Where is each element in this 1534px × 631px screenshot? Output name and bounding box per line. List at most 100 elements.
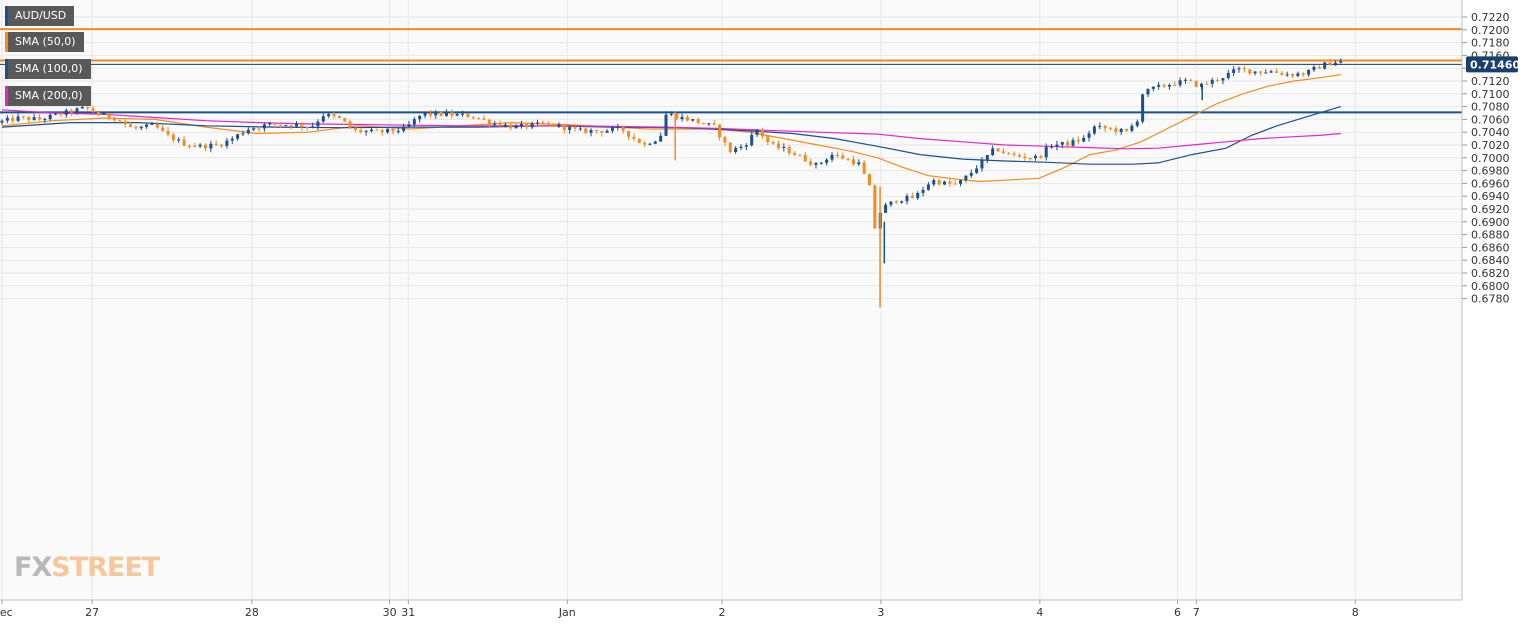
candle-body (327, 114, 331, 117)
candle-body (787, 146, 791, 154)
candle-body (846, 158, 850, 160)
candle-body (402, 126, 406, 131)
candle-body (1280, 72, 1284, 75)
legend-item-audusd[interactable]: AUD/USD (5, 6, 75, 26)
horizontal-levels (0, 28, 1462, 114)
legend-item-sma-200[interactable]: SMA (200,0) (5, 86, 91, 106)
candle-body (605, 130, 609, 133)
x-tick-label: 6 (1174, 606, 1181, 619)
candle-body (921, 189, 925, 193)
candle-body (776, 143, 780, 148)
candle-body (177, 139, 181, 141)
candle-body (321, 116, 325, 122)
legend-label: SMA (200,0) (15, 89, 83, 102)
axes: 0.72200.72000.71800.71600.71400.71200.71… (0, 0, 1510, 619)
candle-body (107, 113, 111, 118)
candle-body (364, 131, 368, 133)
candle-body (1119, 128, 1123, 132)
candle-body (964, 175, 968, 181)
x-tick-label: 31 (401, 606, 415, 619)
candle-body (782, 146, 786, 148)
candle-body (375, 129, 379, 131)
candle-body (241, 133, 245, 135)
candle-body (702, 122, 706, 125)
candle-body (5, 117, 9, 121)
candle-body (129, 124, 133, 128)
candle-body (675, 113, 679, 120)
candle-body (680, 116, 684, 120)
candle-body (166, 130, 170, 135)
candle-body (1082, 137, 1086, 142)
legend-item-sma-100[interactable]: SMA (100,0) (5, 59, 91, 79)
candle-body (434, 111, 438, 116)
candle-body (889, 201, 893, 205)
candle-body (482, 118, 486, 120)
candle-body (959, 180, 963, 184)
candle-body (316, 121, 320, 127)
y-tick-label: 0.7120 (1471, 75, 1510, 88)
candle-body (755, 129, 759, 135)
y-tick-label: 0.6800 (1471, 280, 1510, 293)
candle-body (1285, 74, 1289, 76)
y-tick-label: 0.7220 (1471, 11, 1510, 24)
candle-body (225, 140, 229, 146)
candle-body (1226, 72, 1230, 79)
legend-swatch (5, 6, 8, 26)
candle-body (809, 161, 813, 165)
candle-body (311, 126, 315, 128)
candle-body (1039, 155, 1043, 158)
candle-body (134, 127, 138, 129)
candle-body (1087, 133, 1091, 138)
candle-body (519, 123, 523, 126)
candle-body (841, 155, 845, 159)
candle-body (284, 125, 288, 127)
candle-body (11, 117, 15, 121)
candle-body (894, 201, 898, 203)
candle-body (214, 143, 218, 145)
candle-body (118, 120, 122, 122)
candle-body (669, 113, 673, 115)
candle-body (1076, 140, 1080, 142)
x-tick-label: 8 (1352, 606, 1359, 619)
y-tick-label: 0.7080 (1471, 101, 1510, 114)
candle-body (1189, 79, 1193, 81)
candle-body (996, 148, 1000, 152)
candle-body (991, 148, 995, 156)
candle-body (1296, 73, 1300, 76)
candle-body (1146, 88, 1150, 95)
candle-body (380, 130, 384, 133)
sma-line (1, 109, 1341, 150)
candle-body (48, 114, 52, 120)
candle-body (96, 111, 100, 115)
candle-body (584, 128, 588, 133)
candle-body (1248, 69, 1252, 74)
candle-body (857, 162, 861, 165)
candle-body (916, 192, 920, 199)
y-tick-label: 0.6860 (1471, 241, 1510, 254)
candle-body (1007, 152, 1011, 154)
candle-body (643, 143, 647, 145)
candle-body (568, 127, 572, 130)
x-tick-label: 27 (85, 606, 99, 619)
candle-body (257, 128, 261, 130)
candle-body (1141, 94, 1145, 122)
plot-background (0, 0, 1462, 600)
legend-item-sma-50[interactable]: SMA (50,0) (5, 32, 84, 52)
legend-swatch (5, 86, 8, 106)
candle-body (498, 123, 502, 127)
candle-body (273, 122, 277, 125)
candle-body (155, 124, 159, 128)
candle-body (905, 195, 909, 202)
x-tick-label: 3 (877, 606, 884, 619)
x-tick-label: Dec (0, 606, 13, 619)
candle-body (589, 130, 593, 133)
candle-body (691, 119, 695, 121)
candle-body (985, 155, 989, 160)
sma-line (1, 106, 1341, 165)
y-tick-label: 0.6940 (1471, 190, 1510, 203)
candle-body (648, 143, 652, 145)
candle-body (1151, 86, 1155, 89)
candle-body (819, 162, 823, 164)
candle-body (145, 124, 149, 127)
